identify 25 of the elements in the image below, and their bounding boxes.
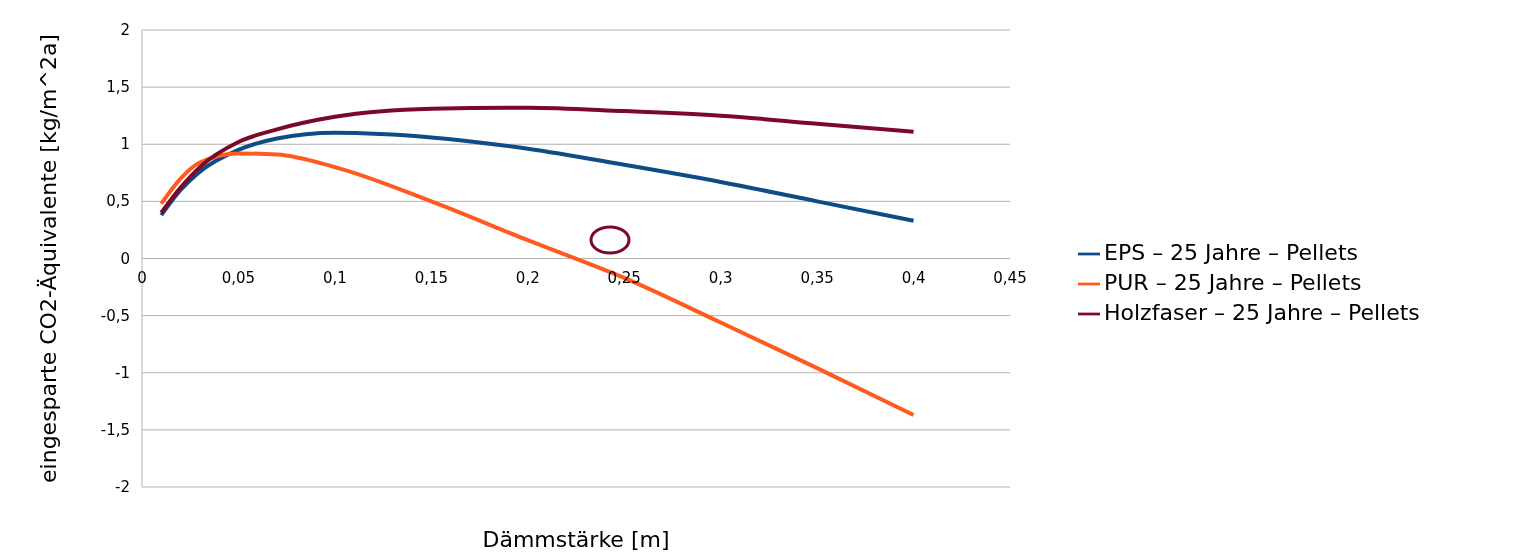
legend-label: EPS – 25 Jahre – Pellets (1104, 240, 1358, 265)
line-series (159, 105, 916, 215)
line-series (159, 130, 916, 223)
x-tick-label: 0,35 (800, 268, 834, 287)
x-tick-label: 0,1 (322, 268, 347, 287)
y-tick-label: 2 (120, 21, 130, 39)
y-tick-label: 0 (120, 249, 130, 268)
y-tick-label: -2 (115, 478, 130, 496)
legend-label: PUR – 25 Jahre – Pellets (1104, 270, 1362, 295)
y-tick-label: -1 (115, 363, 130, 382)
y-tick-label: -0,5 (100, 306, 130, 325)
y-axis-title: eingesparte CO2-Äquivalente [kg/m^2a] (35, 34, 61, 483)
x-tick-label: 0,3 (708, 268, 733, 287)
x-axis-title: Dämmstärke [m] (482, 527, 670, 552)
x-tick-label: 0,05 (221, 268, 256, 287)
y-tick-label: 1,5 (106, 78, 130, 97)
y-tick-label: 0,5 (106, 192, 130, 211)
x-tick-label: 0 (137, 268, 147, 287)
x-tick-label: 0,2 (515, 268, 540, 287)
y-tick-label: 1 (120, 135, 130, 154)
legend-label: Holzfaser – 25 Jahre – Pellets (1104, 300, 1420, 325)
x-tick-label: 0,45 (993, 268, 1027, 287)
x-tick-label: 0,15 (414, 268, 449, 287)
x-tick-label: 0,4 (901, 268, 926, 287)
y-tick-label: -1,5 (100, 420, 130, 439)
